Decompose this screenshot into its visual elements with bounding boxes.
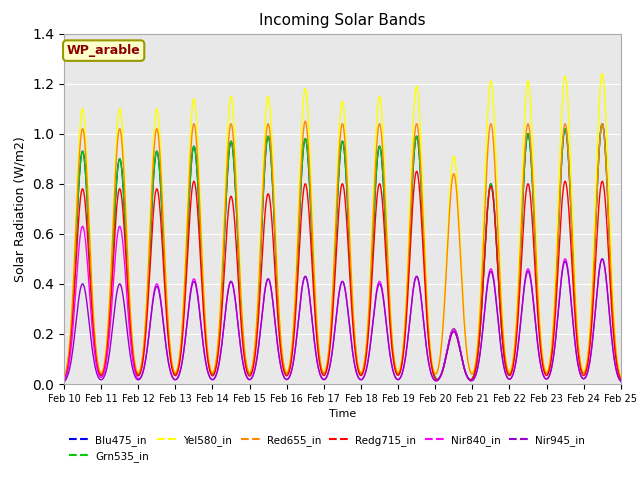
- Grn535_in: [598, 121, 606, 127]
- Red655_in: [298, 155, 305, 160]
- Blu475_in: [617, 376, 625, 382]
- Redg715_in: [157, 214, 164, 220]
- Line: Grn535_in: Grn535_in: [64, 124, 621, 380]
- Nir840_in: [124, 304, 132, 310]
- Line: Blu475_in: Blu475_in: [64, 124, 621, 380]
- Line: Red655_in: Red655_in: [64, 121, 621, 379]
- Nir840_in: [79, 224, 86, 229]
- Yel580_in: [546, 357, 554, 363]
- Nir840_in: [546, 371, 554, 376]
- Nir945_in: [274, 342, 282, 348]
- Line: Redg715_in: Redg715_in: [64, 171, 621, 380]
- Yel580_in: [606, 224, 614, 229]
- Grn535_in: [298, 169, 305, 175]
- Grn535_in: [124, 267, 131, 273]
- Nir840_in: [298, 287, 306, 293]
- Yel580_in: [298, 126, 305, 132]
- Blu475_in: [60, 376, 68, 382]
- Redg715_in: [60, 377, 68, 383]
- Nir840_in: [274, 343, 282, 349]
- Red655_in: [157, 163, 164, 168]
- Grn535_in: [617, 376, 625, 382]
- Yel580_in: [124, 242, 131, 248]
- Nir945_in: [598, 256, 606, 262]
- Yel580_in: [274, 273, 282, 279]
- Blu475_in: [298, 169, 305, 175]
- Red655_in: [274, 283, 282, 289]
- Nir840_in: [157, 297, 164, 303]
- Red655_in: [301, 119, 309, 124]
- Grn535_in: [274, 288, 282, 294]
- Legend: Blu475_in, Grn535_in, Yel580_in, Red655_in, Redg715_in, Nir840_in, Nir945_in: Blu475_in, Grn535_in, Yel580_in, Red655_…: [69, 435, 585, 462]
- Line: Nir945_in: Nir945_in: [64, 259, 621, 382]
- Nir945_in: [60, 379, 68, 385]
- Redg715_in: [274, 310, 282, 315]
- Line: Yel580_in: Yel580_in: [64, 73, 621, 378]
- Blu475_in: [124, 267, 131, 273]
- Yel580_in: [598, 71, 606, 76]
- Blu475_in: [467, 377, 474, 383]
- Red655_in: [60, 376, 68, 382]
- Yel580_in: [60, 375, 68, 381]
- Red655_in: [546, 360, 554, 365]
- Nir945_in: [157, 298, 164, 303]
- X-axis label: Time: Time: [329, 409, 356, 419]
- Blu475_in: [598, 121, 606, 127]
- Nir840_in: [617, 378, 625, 384]
- Redg715_in: [606, 278, 614, 284]
- Grn535_in: [546, 360, 554, 366]
- Y-axis label: Solar Radiation (W/m2): Solar Radiation (W/m2): [13, 136, 27, 282]
- Redg715_in: [413, 168, 420, 174]
- Grn535_in: [467, 377, 474, 383]
- Nir945_in: [617, 378, 625, 384]
- Grn535_in: [60, 376, 68, 382]
- Redg715_in: [546, 364, 554, 370]
- Blu475_in: [606, 253, 614, 259]
- Red655_in: [606, 249, 614, 255]
- Red655_in: [124, 252, 131, 258]
- Nir945_in: [298, 288, 305, 294]
- Nir840_in: [606, 318, 614, 324]
- Text: WP_arable: WP_arable: [67, 44, 141, 57]
- Redg715_in: [617, 377, 625, 383]
- Nir945_in: [546, 372, 554, 377]
- Redg715_in: [298, 208, 305, 214]
- Red655_in: [617, 376, 625, 382]
- Title: Incoming Solar Bands: Incoming Solar Bands: [259, 13, 426, 28]
- Grn535_in: [606, 253, 614, 259]
- Yel580_in: [617, 374, 625, 380]
- Yel580_in: [157, 146, 164, 152]
- Redg715_in: [124, 283, 131, 288]
- Blu475_in: [274, 288, 282, 294]
- Blu475_in: [157, 182, 164, 188]
- Blu475_in: [546, 360, 554, 366]
- Line: Nir840_in: Nir840_in: [64, 227, 621, 381]
- Nir945_in: [124, 331, 131, 336]
- Grn535_in: [157, 182, 164, 188]
- Nir840_in: [60, 378, 68, 384]
- Nir945_in: [606, 318, 614, 324]
